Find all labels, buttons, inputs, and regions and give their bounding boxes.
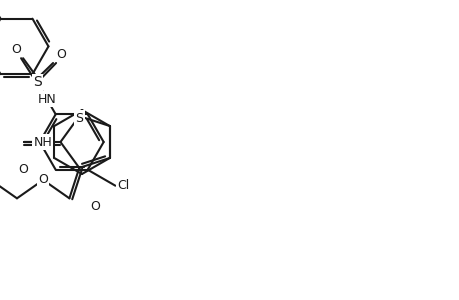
Text: S: S (33, 75, 42, 89)
Text: O: O (19, 163, 28, 176)
Text: O: O (38, 173, 48, 187)
Text: S: S (75, 112, 83, 124)
Text: O: O (90, 200, 100, 213)
Text: O: O (56, 47, 66, 61)
Text: O: O (11, 43, 21, 56)
Text: NH: NH (34, 136, 52, 148)
Text: Cl: Cl (117, 179, 129, 192)
Text: HN: HN (38, 92, 56, 106)
